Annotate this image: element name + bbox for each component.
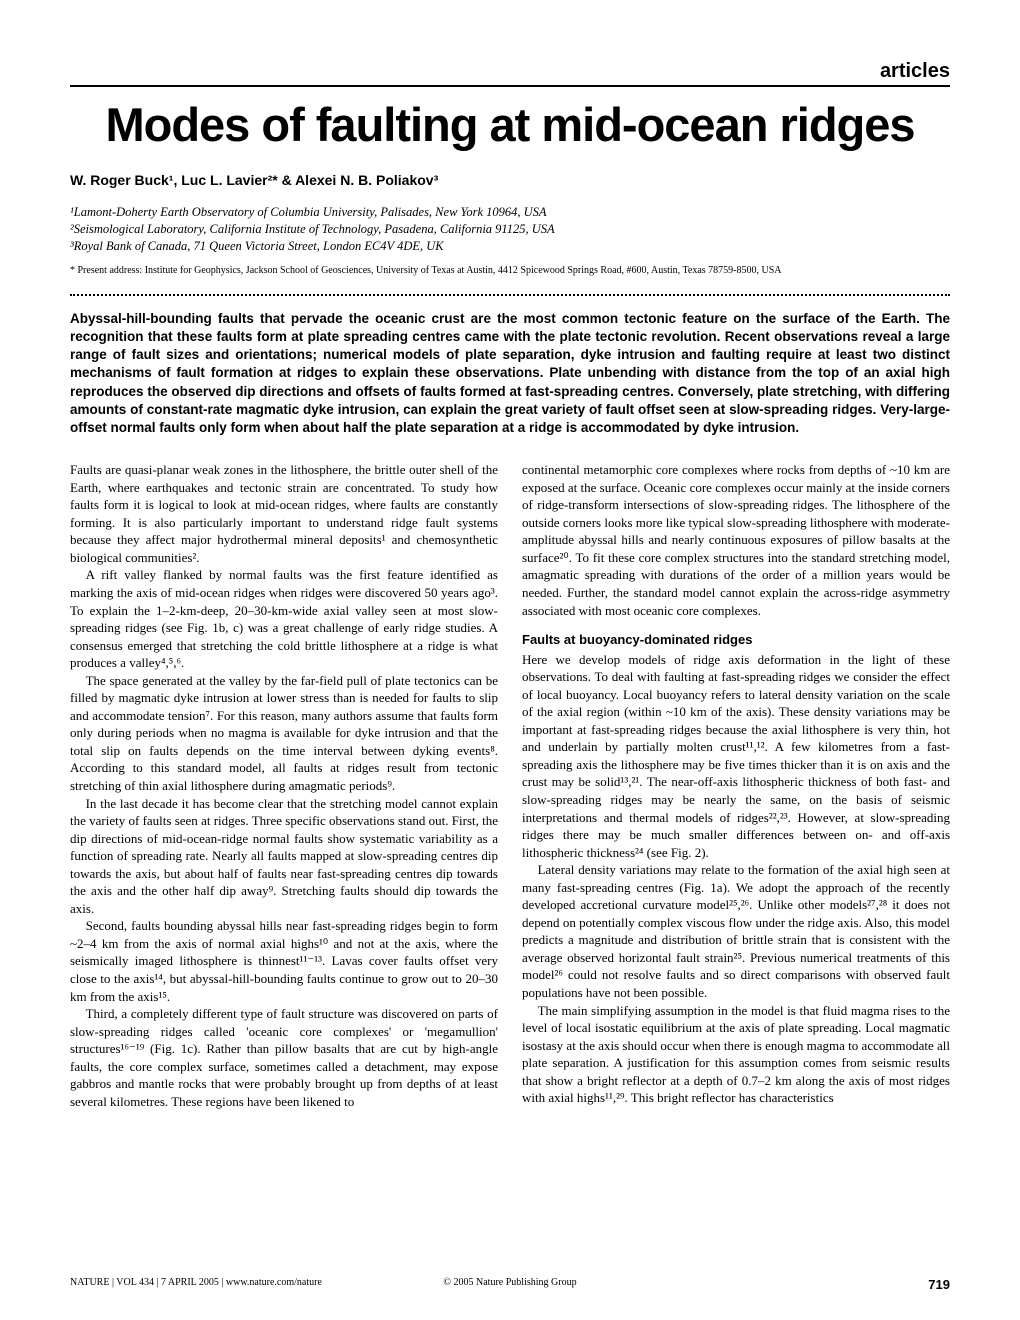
- affiliations-block: ¹Lamont-Doherty Earth Observatory of Col…: [70, 204, 950, 255]
- body-p2: A rift valley flanked by normal faults w…: [70, 566, 498, 671]
- abstract: Abyssal-hill-bounding faults that pervad…: [70, 310, 950, 438]
- body-p3: The space generated at the valley by the…: [70, 672, 498, 795]
- body-p7: continental metamorphic core complexes w…: [522, 461, 950, 619]
- section-label: articles: [70, 60, 950, 87]
- body-p4: In the last decade it has become clear t…: [70, 795, 498, 918]
- body-p10: The main simplifying assumption in the m…: [522, 1002, 950, 1107]
- body-p6: Third, a completely different type of fa…: [70, 1005, 498, 1110]
- body-text: Faults are quasi-planar weak zones in th…: [70, 461, 950, 1110]
- article-title: Modes of faulting at mid-ocean ridges: [70, 97, 950, 152]
- dotted-divider: [70, 294, 950, 296]
- footer-copyright: © 2005 Nature Publishing Group: [70, 1277, 950, 1288]
- body-p1: Faults are quasi-planar weak zones in th…: [70, 461, 498, 566]
- authors-line: W. Roger Buck¹, Luc L. Lavier²* & Alexei…: [70, 172, 950, 188]
- body-p5: Second, faults bounding abyssal hills ne…: [70, 917, 498, 1005]
- affiliation-1: ¹Lamont-Doherty Earth Observatory of Col…: [70, 204, 950, 221]
- affiliation-3: ³Royal Bank of Canada, 71 Queen Victoria…: [70, 238, 950, 255]
- present-address: * Present address: Institute for Geophys…: [70, 265, 950, 276]
- page-footer: NATURE | VOL 434 | 7 APRIL 2005 | www.na…: [70, 1277, 950, 1292]
- body-p9: Lateral density variations may relate to…: [522, 861, 950, 1001]
- affiliation-2: ²Seismological Laboratory, California In…: [70, 221, 950, 238]
- subheading-buoyancy: Faults at buoyancy-dominated ridges: [522, 631, 950, 649]
- body-p8: Here we develop models of ridge axis def…: [522, 651, 950, 862]
